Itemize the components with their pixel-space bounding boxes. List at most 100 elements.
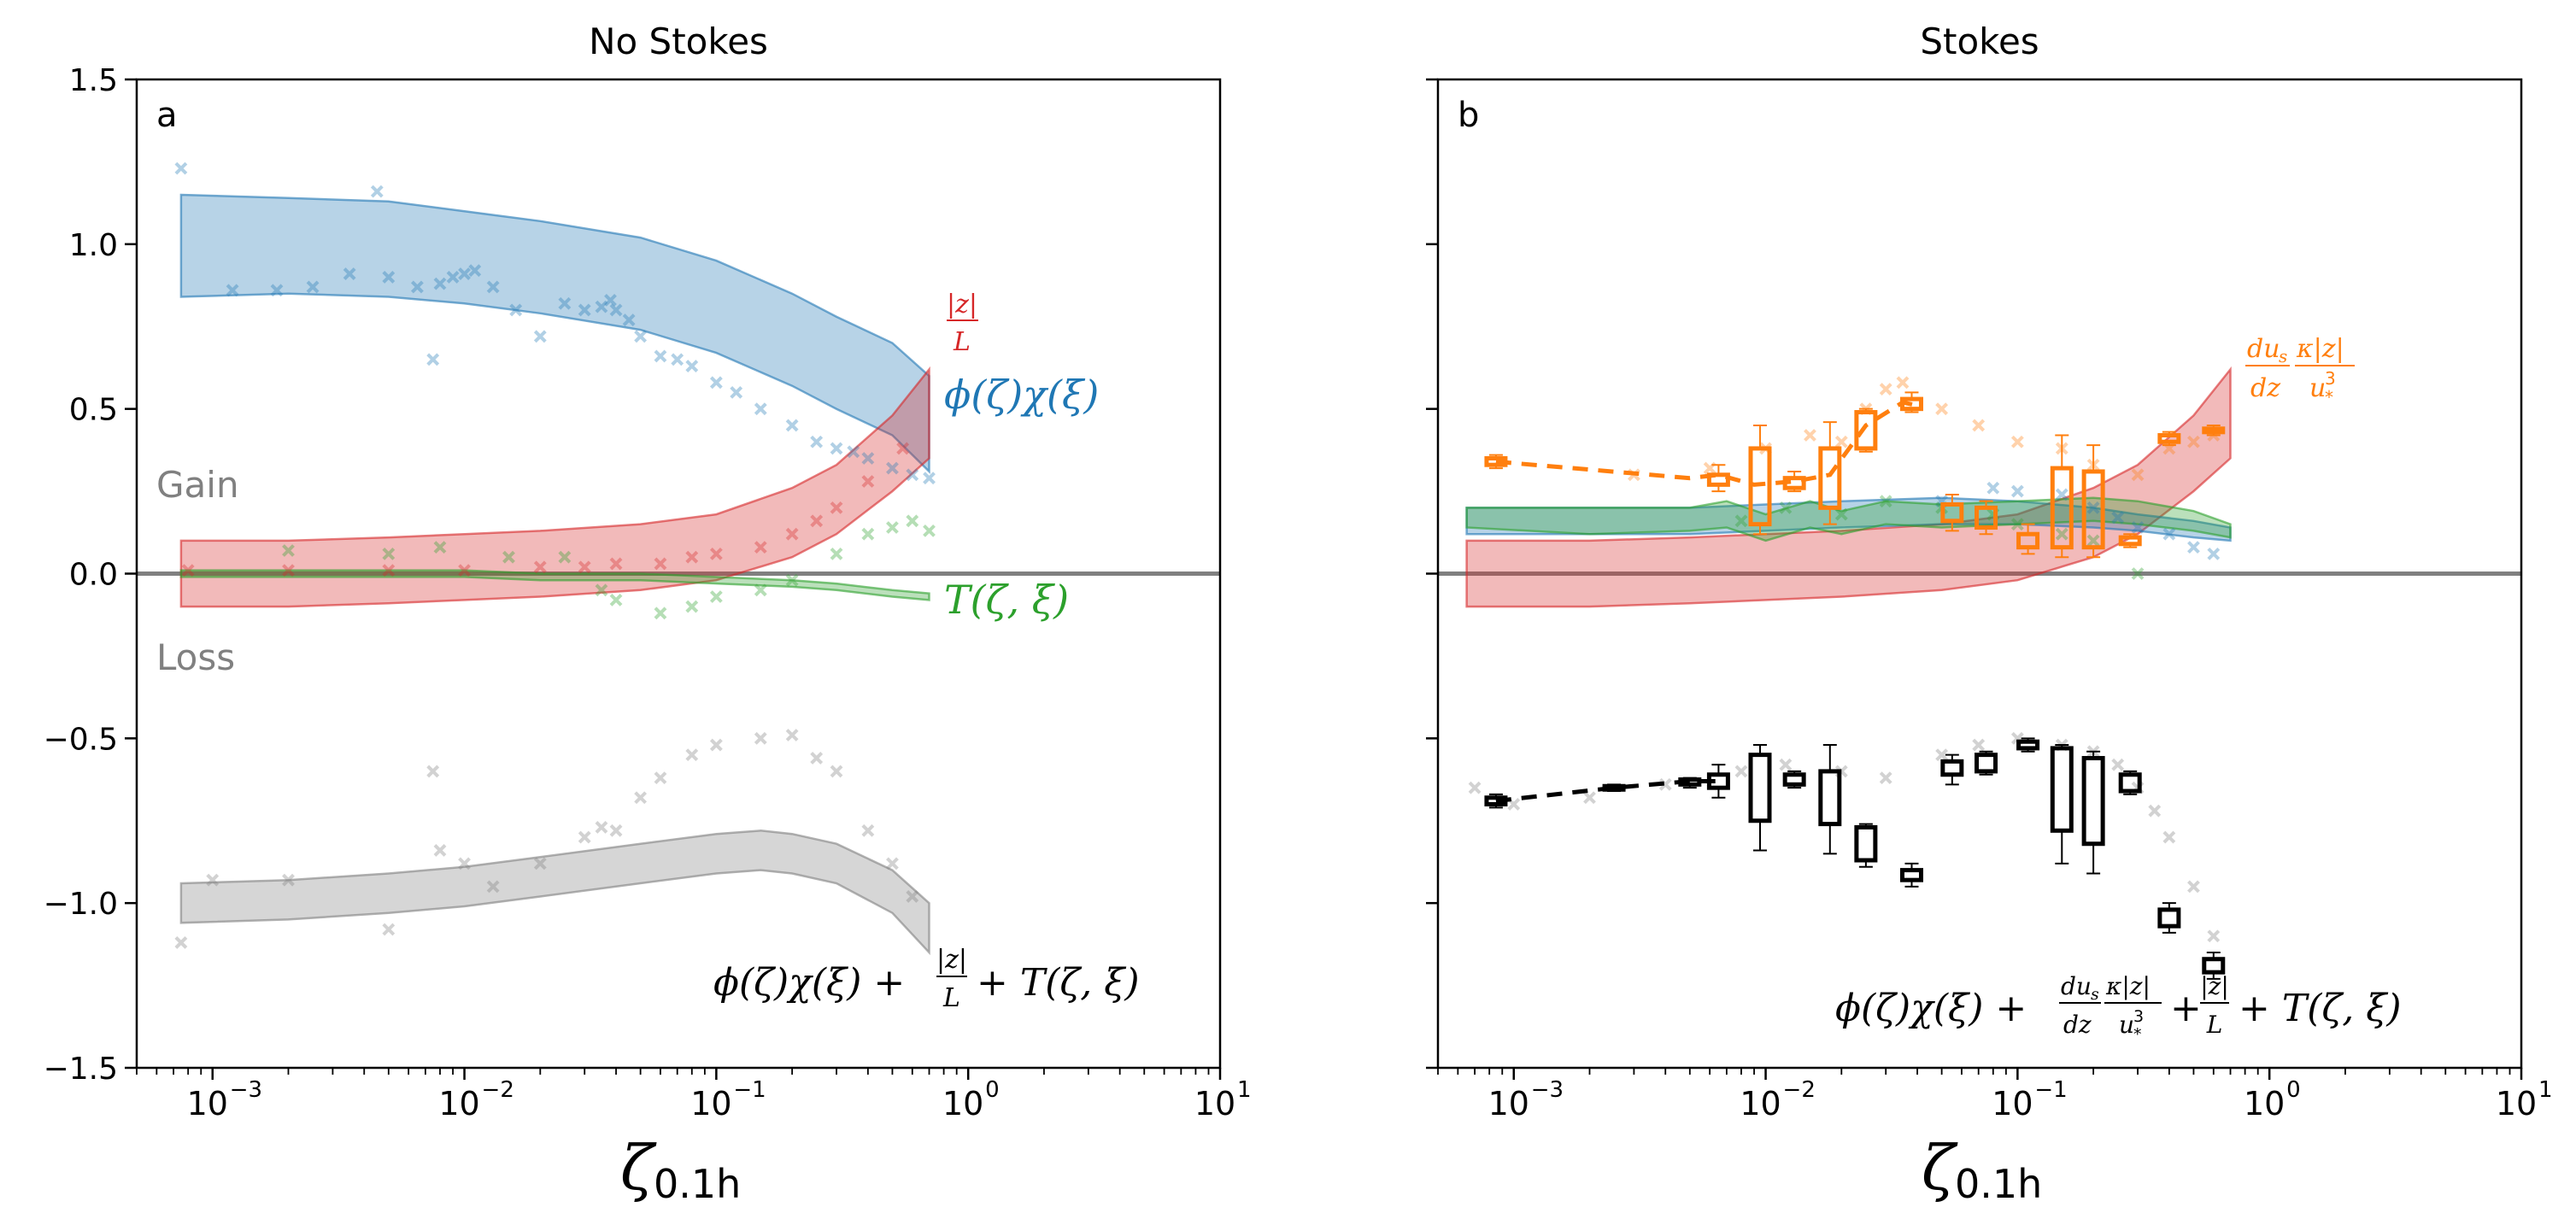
panel-b-cloud-1-point <box>2162 527 2176 541</box>
panel-a-points-z-l-t-point <box>709 738 723 752</box>
box-body <box>2157 433 2181 444</box>
panel-a-points-series-point <box>785 419 799 432</box>
panel-b-xtick-label: 10 <box>2496 1085 2537 1122</box>
panel-a-points-z-l-point <box>685 550 699 564</box>
panel-b-cloud-1-point <box>2086 501 2100 514</box>
panel-a-points-series-point <box>174 161 188 175</box>
panel-b-plot-area <box>1438 366 2521 980</box>
panel-b-cloud-2-point <box>2131 567 2145 580</box>
sum-b-part2: + <box>2170 987 2202 1030</box>
box-body <box>1678 777 1702 787</box>
panel-b-cloud-2-point <box>1779 501 1793 514</box>
panel-b-cloud-3-point <box>1468 781 1482 794</box>
box-body <box>1706 772 1730 790</box>
panel-b-cloud-3-point <box>2148 804 2162 818</box>
sum-b-ustar: u <box>2119 1011 2134 1039</box>
panel-a-ytick-label: −0.5 <box>44 722 118 757</box>
panel-b-cloud-3-point <box>1972 738 1986 752</box>
panel-a-points-series-point <box>458 267 471 280</box>
panel-a-points-z-l-point <box>861 475 875 488</box>
box-body <box>1782 476 1806 490</box>
panel-b-cloud-1-point <box>2055 488 2068 501</box>
panel-a-points-t-point <box>886 521 899 534</box>
panel-a-points-z-l-point <box>181 564 195 577</box>
panel-b-cloud-0-point <box>2131 468 2145 482</box>
transport-label: T(ζ, ξ) <box>944 577 1069 623</box>
box-body <box>1706 472 1730 487</box>
box-body <box>1854 824 1878 863</box>
panel-b-xtick-label: 10 <box>1740 1085 1781 1122</box>
panel-b-cloud-3-point <box>2187 880 2200 894</box>
panel-b-band-z-l <box>1465 366 2232 608</box>
panel-a-points-series-point <box>578 303 591 317</box>
panel-a-points-series-point <box>609 303 623 317</box>
box-body <box>2050 746 2074 833</box>
panel-a-points-series <box>174 161 936 485</box>
panel-a-points-series-point <box>226 284 239 297</box>
phichi-label: ϕ(ζ)χ(ξ) <box>944 372 1099 418</box>
box-body <box>1899 868 1923 882</box>
panel-a-points-series-point <box>433 277 447 290</box>
panel-a-points-series-point <box>468 264 482 278</box>
panel-a-ytick-label: −1.5 <box>44 1052 118 1087</box>
panel-b-cloud-0-point <box>1804 429 1816 442</box>
box-body <box>1484 456 1508 467</box>
panel-a-points-t-point <box>502 550 515 564</box>
panel-a-points-z-l-t-point <box>685 748 699 762</box>
panel-a-xtick-label: 10 <box>690 1085 731 1122</box>
panel-b-cloud-3-point <box>1879 771 1892 785</box>
panel-a-points-series-point <box>654 349 667 363</box>
panel-a-points-series-point <box>847 445 860 459</box>
box-body <box>1748 753 1772 824</box>
panel-b-xtick-exponent: −1 <box>2034 1077 2067 1103</box>
panel-a-points-z-l-t-point <box>595 821 608 834</box>
panel-a-xlabel-zeta: ζ <box>620 1132 657 1204</box>
panel-a-points-z-l <box>181 442 910 577</box>
panel-a-xtick-label: 10 <box>1194 1085 1235 1122</box>
box-body <box>1748 446 1772 527</box>
panel-a-points-series-point <box>830 442 843 455</box>
panel-a-points-t-point <box>609 593 623 607</box>
panel-b-xtick-exponent: −2 <box>1783 1077 1816 1103</box>
panel-a-points-t-point <box>785 573 799 587</box>
panel-b-cloud-3-point <box>2111 758 2125 771</box>
panel-a-points-z-l-t-point <box>458 857 471 870</box>
panel-b-cloud-0-point <box>1879 383 1892 396</box>
box-body <box>1818 446 1842 510</box>
panel-a-points-z-l-t-point <box>533 857 547 870</box>
panel-a-points-z-l-t-point <box>609 824 623 837</box>
panel-a-xtick-exponent: 0 <box>985 1077 1000 1103</box>
box-body <box>2050 466 2074 550</box>
sum-b-part3: + T(ζ, ξ) <box>2239 987 2402 1030</box>
panel-b-cloud-1-point <box>2010 484 2024 498</box>
sum-b-ustar-sub: * <box>2133 1025 2142 1044</box>
panel-a-points-series-point <box>446 270 460 284</box>
panel-a-plot-area <box>137 161 1220 956</box>
panel-a-points-z-l-t-point <box>634 791 648 805</box>
panel-a-points-z-l-t-point <box>754 731 767 745</box>
box-body <box>1940 759 1964 777</box>
panel-a-xlabel: ζ 0.1h <box>620 1132 741 1207</box>
box-body <box>1602 783 1626 792</box>
panel-a-points-series-point <box>709 376 723 390</box>
panel-b-dashed-du-s-dz-z-u-z-l-t <box>1495 779 1719 804</box>
panel-b-cloud-1-point <box>2111 511 2125 525</box>
panel-a-points-t-point <box>685 600 699 613</box>
panel-b-cloud-2-point <box>1834 507 1848 521</box>
panel-b-cloud-3-point <box>1734 765 1748 778</box>
panel-b-xlabel-sub: 0.1h <box>1955 1161 2042 1207</box>
panel-a-points-t-point <box>830 547 843 560</box>
panel-a-band-z-l <box>179 366 930 608</box>
box-body <box>2157 907 2181 929</box>
panel-a-xtick-exponent: −2 <box>482 1077 514 1103</box>
panel-a-points-z-l-t-point <box>578 830 591 844</box>
panel-a-points-z-l-point <box>785 527 799 541</box>
panel-a-points-t-point <box>382 547 396 560</box>
panel-a-xtick-label: 10 <box>942 1085 983 1122</box>
panel-a-points-z-l-t-point <box>433 844 447 857</box>
panel-b-cloud-0-point <box>1972 419 1986 432</box>
panel-a-points-z-l-point <box>754 541 767 554</box>
box-body <box>2118 772 2142 794</box>
panel-a-points-series-point <box>685 360 699 372</box>
